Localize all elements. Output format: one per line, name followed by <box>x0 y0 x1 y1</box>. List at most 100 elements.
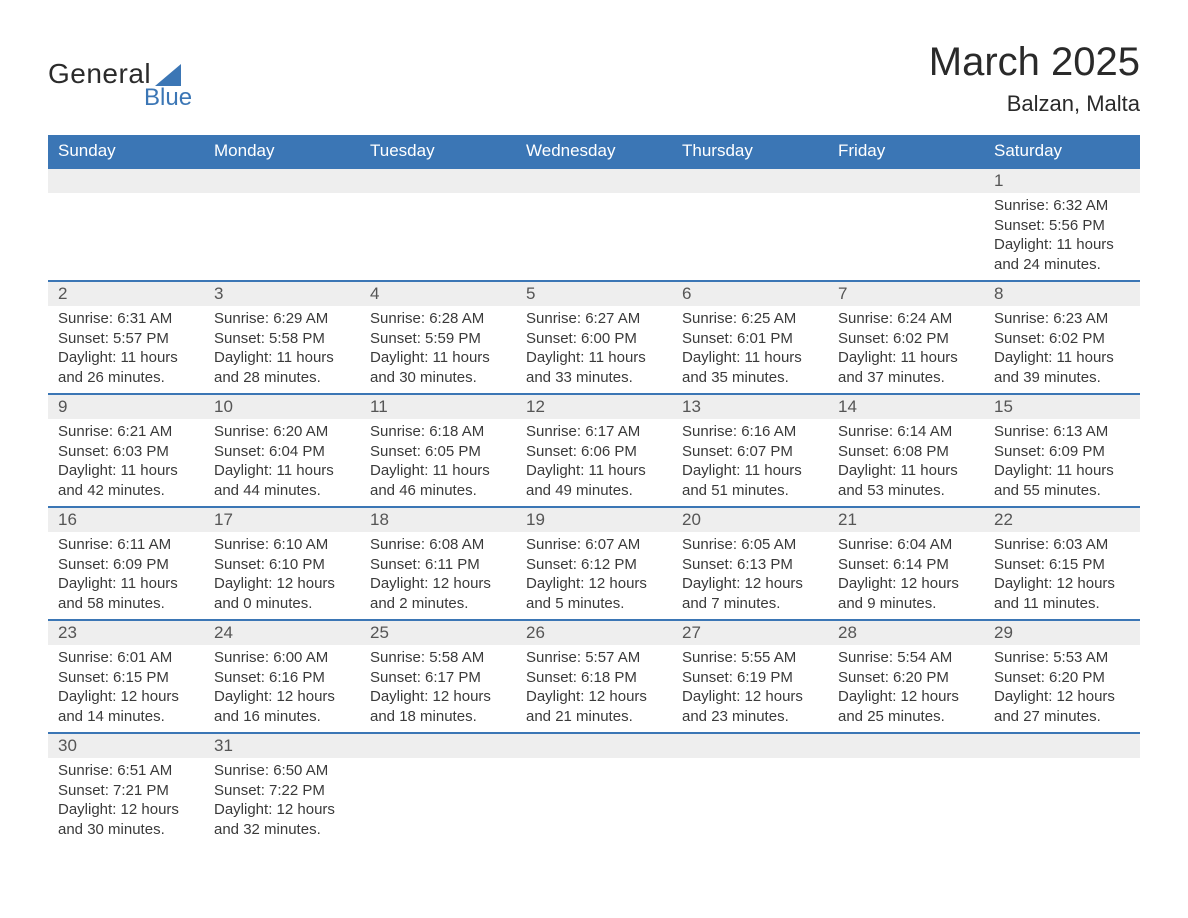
sunset-text: Sunset: 6:15 PM <box>994 555 1130 575</box>
logo-text-general: General <box>48 58 151 90</box>
sunrise-text: Sunrise: 6:11 AM <box>58 535 194 555</box>
sunrise-text: Sunrise: 6:20 AM <box>214 422 350 442</box>
day-number: 25 <box>360 619 516 645</box>
day-number: 16 <box>48 506 204 532</box>
daylight-text: Daylight: 12 hours and 25 minutes. <box>838 687 974 726</box>
day-number: 11 <box>360 393 516 419</box>
day-number: 6 <box>672 280 828 306</box>
daylight-text: Daylight: 11 hours and 30 minutes. <box>370 348 506 387</box>
sunset-text: Sunset: 6:09 PM <box>58 555 194 575</box>
daylight-text: Daylight: 11 hours and 39 minutes. <box>994 348 1130 387</box>
sunset-text: Sunset: 6:06 PM <box>526 442 662 462</box>
day-details: Sunrise: 5:54 AMSunset: 6:20 PMDaylight:… <box>828 645 984 732</box>
day-details: Sunrise: 6:11 AMSunset: 6:09 PMDaylight:… <box>48 532 204 619</box>
sunset-text: Sunset: 6:16 PM <box>214 668 350 688</box>
day-number <box>204 167 360 193</box>
calendar-day-cell <box>48 167 204 280</box>
day-details: Sunrise: 6:13 AMSunset: 6:09 PMDaylight:… <box>984 419 1140 506</box>
day-number: 31 <box>204 732 360 758</box>
day-details: Sunrise: 6:04 AMSunset: 6:14 PMDaylight:… <box>828 532 984 619</box>
sail-icon <box>155 64 181 86</box>
sunrise-text: Sunrise: 6:25 AM <box>682 309 818 329</box>
calendar-week-row: 9Sunrise: 6:21 AMSunset: 6:03 PMDaylight… <box>48 393 1140 506</box>
sunset-text: Sunset: 6:02 PM <box>838 329 974 349</box>
sunrise-text: Sunrise: 6:29 AM <box>214 309 350 329</box>
daylight-text: Daylight: 12 hours and 7 minutes. <box>682 574 818 613</box>
sunrise-text: Sunrise: 6:05 AM <box>682 535 818 555</box>
sunrise-text: Sunrise: 6:27 AM <box>526 309 662 329</box>
calendar-day-cell: 7Sunrise: 6:24 AMSunset: 6:02 PMDaylight… <box>828 280 984 393</box>
day-number: 14 <box>828 393 984 419</box>
calendar-day-cell <box>984 732 1140 845</box>
daylight-text: Daylight: 12 hours and 30 minutes. <box>58 800 194 839</box>
sunset-text: Sunset: 6:14 PM <box>838 555 974 575</box>
logo: General Blue <box>48 58 192 112</box>
daylight-text: Daylight: 12 hours and 2 minutes. <box>370 574 506 613</box>
day-number <box>984 732 1140 758</box>
sunset-text: Sunset: 6:12 PM <box>526 555 662 575</box>
day-number <box>828 732 984 758</box>
sunset-text: Sunset: 6:15 PM <box>58 668 194 688</box>
day-details: Sunrise: 6:08 AMSunset: 6:11 PMDaylight:… <box>360 532 516 619</box>
sunset-text: Sunset: 6:03 PM <box>58 442 194 462</box>
calendar-day-cell: 20Sunrise: 6:05 AMSunset: 6:13 PMDayligh… <box>672 506 828 619</box>
calendar-day-cell: 27Sunrise: 5:55 AMSunset: 6:19 PMDayligh… <box>672 619 828 732</box>
sunrise-text: Sunrise: 6:32 AM <box>994 196 1130 216</box>
sunrise-text: Sunrise: 6:23 AM <box>994 309 1130 329</box>
calendar-day-cell: 15Sunrise: 6:13 AMSunset: 6:09 PMDayligh… <box>984 393 1140 506</box>
day-number: 3 <box>204 280 360 306</box>
calendar-day-cell: 17Sunrise: 6:10 AMSunset: 6:10 PMDayligh… <box>204 506 360 619</box>
calendar-day-cell: 8Sunrise: 6:23 AMSunset: 6:02 PMDaylight… <box>984 280 1140 393</box>
calendar-day-cell: 2Sunrise: 6:31 AMSunset: 5:57 PMDaylight… <box>48 280 204 393</box>
day-number: 9 <box>48 393 204 419</box>
sunset-text: Sunset: 6:07 PM <box>682 442 818 462</box>
sunrise-text: Sunrise: 5:58 AM <box>370 648 506 668</box>
sunrise-text: Sunrise: 6:10 AM <box>214 535 350 555</box>
day-details: Sunrise: 6:27 AMSunset: 6:00 PMDaylight:… <box>516 306 672 393</box>
day-details: Sunrise: 5:55 AMSunset: 6:19 PMDaylight:… <box>672 645 828 732</box>
daylight-text: Daylight: 12 hours and 9 minutes. <box>838 574 974 613</box>
day-details: Sunrise: 6:50 AMSunset: 7:22 PMDaylight:… <box>204 758 360 845</box>
day-number <box>672 167 828 193</box>
weekday-header: Sunday <box>48 135 204 167</box>
weekday-header: Wednesday <box>516 135 672 167</box>
sunset-text: Sunset: 6:08 PM <box>838 442 974 462</box>
day-details: Sunrise: 5:57 AMSunset: 6:18 PMDaylight:… <box>516 645 672 732</box>
calendar-day-cell: 12Sunrise: 6:17 AMSunset: 6:06 PMDayligh… <box>516 393 672 506</box>
sunrise-text: Sunrise: 6:28 AM <box>370 309 506 329</box>
calendar-day-cell: 22Sunrise: 6:03 AMSunset: 6:15 PMDayligh… <box>984 506 1140 619</box>
sunrise-text: Sunrise: 6:13 AM <box>994 422 1130 442</box>
sunset-text: Sunset: 6:01 PM <box>682 329 818 349</box>
day-number: 18 <box>360 506 516 532</box>
day-details: Sunrise: 6:32 AMSunset: 5:56 PMDaylight:… <box>984 193 1140 280</box>
daylight-text: Daylight: 11 hours and 37 minutes. <box>838 348 974 387</box>
day-number: 29 <box>984 619 1140 645</box>
sunset-text: Sunset: 7:21 PM <box>58 781 194 801</box>
day-number: 4 <box>360 280 516 306</box>
day-number: 12 <box>516 393 672 419</box>
day-details: Sunrise: 6:03 AMSunset: 6:15 PMDaylight:… <box>984 532 1140 619</box>
day-number: 20 <box>672 506 828 532</box>
calendar-day-cell: 16Sunrise: 6:11 AMSunset: 6:09 PMDayligh… <box>48 506 204 619</box>
daylight-text: Daylight: 12 hours and 32 minutes. <box>214 800 350 839</box>
calendar-week-row: 2Sunrise: 6:31 AMSunset: 5:57 PMDaylight… <box>48 280 1140 393</box>
sunset-text: Sunset: 6:10 PM <box>214 555 350 575</box>
sunrise-text: Sunrise: 6:03 AM <box>994 535 1130 555</box>
calendar-day-cell: 4Sunrise: 6:28 AMSunset: 5:59 PMDaylight… <box>360 280 516 393</box>
sunset-text: Sunset: 5:56 PM <box>994 216 1130 236</box>
day-number: 19 <box>516 506 672 532</box>
day-number: 15 <box>984 393 1140 419</box>
calendar-day-cell: 21Sunrise: 6:04 AMSunset: 6:14 PMDayligh… <box>828 506 984 619</box>
location-label: Balzan, Malta <box>929 91 1140 117</box>
calendar-day-cell <box>360 167 516 280</box>
daylight-text: Daylight: 12 hours and 27 minutes. <box>994 687 1130 726</box>
calendar-day-cell: 9Sunrise: 6:21 AMSunset: 6:03 PMDaylight… <box>48 393 204 506</box>
calendar-day-cell: 14Sunrise: 6:14 AMSunset: 6:08 PMDayligh… <box>828 393 984 506</box>
sunrise-text: Sunrise: 6:14 AM <box>838 422 974 442</box>
day-number <box>48 167 204 193</box>
sunset-text: Sunset: 6:20 PM <box>838 668 974 688</box>
sunrise-text: Sunrise: 6:51 AM <box>58 761 194 781</box>
day-details: Sunrise: 6:18 AMSunset: 6:05 PMDaylight:… <box>360 419 516 506</box>
sunrise-text: Sunrise: 6:24 AM <box>838 309 974 329</box>
day-details: Sunrise: 6:24 AMSunset: 6:02 PMDaylight:… <box>828 306 984 393</box>
